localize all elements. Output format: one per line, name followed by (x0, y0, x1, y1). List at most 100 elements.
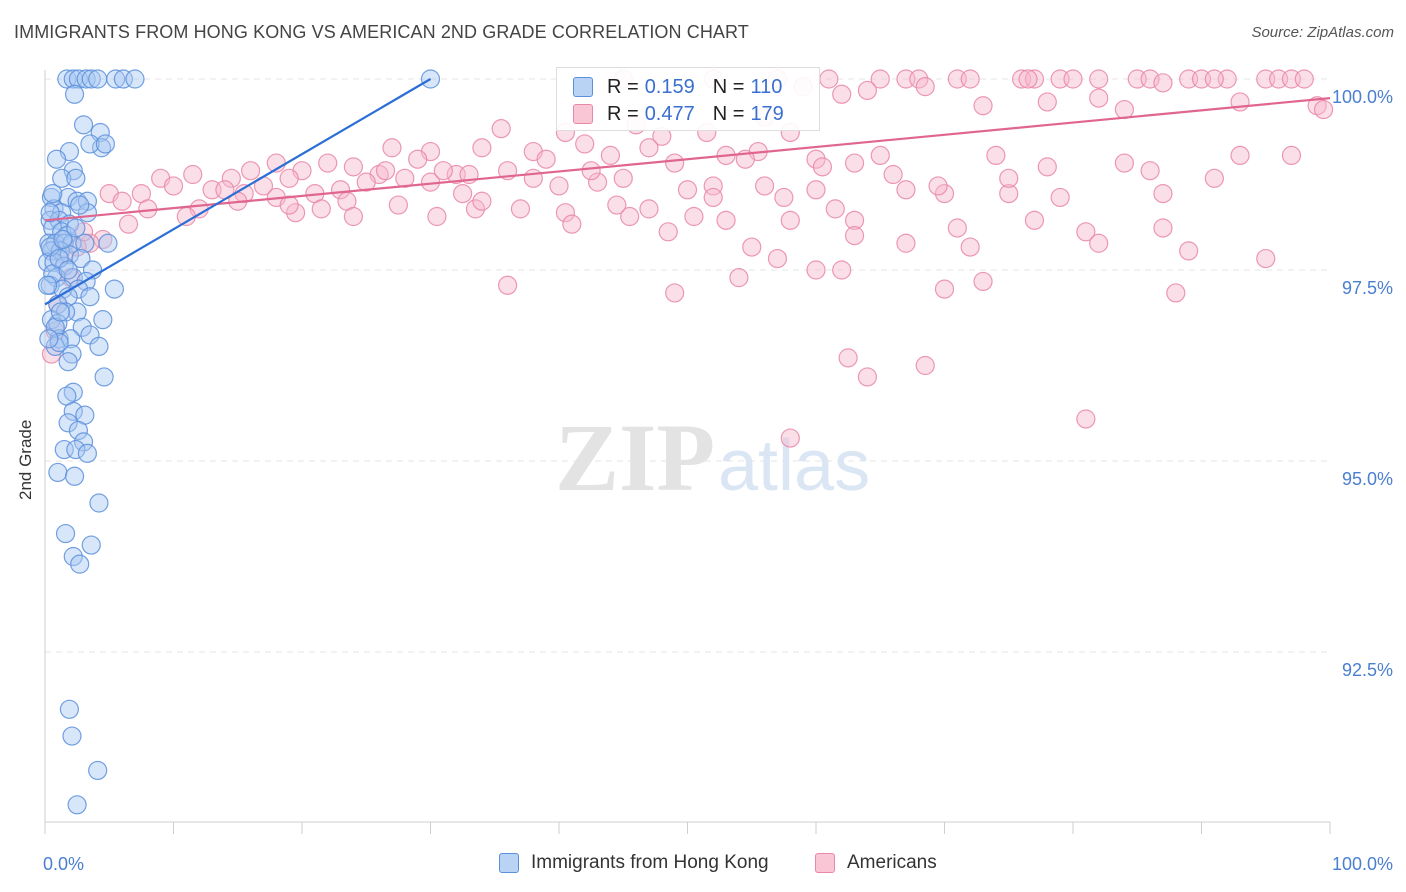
data-point (607, 195, 627, 215)
r-label: R = (607, 102, 639, 125)
data-point (896, 233, 916, 253)
data-point (66, 218, 86, 238)
data-point (43, 184, 63, 204)
data-point (934, 279, 955, 299)
data-point (1256, 248, 1276, 269)
data-point (343, 157, 363, 177)
data-point (1037, 92, 1057, 112)
data-point (70, 554, 90, 574)
data-point (780, 428, 800, 448)
watermark-atlas: atlas (718, 426, 870, 506)
data-point (870, 69, 890, 89)
data-point (703, 176, 723, 196)
data-point (72, 317, 92, 337)
n-label: N = (712, 102, 745, 125)
blue-swatch (573, 77, 593, 97)
data-point (37, 275, 58, 295)
data-point (388, 195, 408, 215)
y-tick-label: 95.0% (1342, 469, 1393, 489)
data-point (986, 145, 1006, 165)
data-point (95, 134, 115, 154)
data-point (870, 145, 890, 165)
data-point (498, 275, 518, 295)
data-point (81, 535, 101, 555)
data-point (928, 176, 948, 196)
stats-legend: R = 0.159 N = 110 R = 0.477 N = 179 (556, 67, 820, 131)
data-point (1179, 241, 1199, 261)
source-credit: Source: ZipAtlas.com (1251, 24, 1394, 41)
data-point (183, 164, 203, 185)
data-point (1037, 157, 1057, 177)
data-point (1153, 218, 1173, 238)
data-point (61, 329, 81, 349)
data-point (1024, 69, 1045, 89)
data-point (80, 287, 100, 307)
data-point (427, 206, 447, 227)
n-value: 110 (750, 75, 783, 98)
data-point (806, 180, 826, 200)
data-point (89, 493, 109, 513)
r-value: 0.159 (644, 75, 695, 98)
legend-row-americans: R = 0.477 N = 179 (573, 101, 784, 127)
pink-swatch (815, 853, 835, 873)
blue-swatch (499, 853, 519, 873)
data-point (472, 191, 492, 211)
data-point (1140, 161, 1160, 181)
data-point (973, 271, 993, 292)
data-point (68, 420, 89, 441)
data-point (613, 168, 633, 188)
data-point (375, 161, 396, 181)
data-point (1114, 153, 1135, 173)
data-point (81, 69, 101, 89)
data-point (1050, 187, 1070, 208)
data-point (104, 279, 124, 299)
data-point (915, 77, 935, 97)
data-point (665, 283, 685, 303)
data-point (999, 168, 1019, 188)
data-point (285, 203, 306, 223)
data-point (960, 237, 980, 257)
y-axis-label: 2nd Grade (16, 419, 35, 500)
data-point (356, 172, 376, 192)
y-tick-label: 92.5% (1342, 660, 1393, 680)
data-point (93, 310, 113, 330)
data-point (89, 336, 109, 356)
data-point (844, 226, 865, 246)
r-label: R = (607, 75, 639, 98)
data-point (163, 176, 184, 196)
legend-row-hong-kong: R = 0.159 N = 110 (573, 74, 782, 100)
r-value: 0.477 (644, 102, 695, 125)
data-point (947, 218, 967, 238)
data-point (1153, 73, 1173, 93)
data-point (999, 184, 1019, 204)
data-point (91, 138, 112, 158)
data-point (63, 401, 83, 421)
data-point (1281, 145, 1302, 165)
legend-label: Immigrants from Hong Kong (531, 852, 769, 873)
data-point (343, 206, 363, 227)
data-point (1204, 69, 1224, 89)
data-point (575, 134, 595, 154)
data-point (93, 229, 113, 250)
data-point (408, 149, 428, 169)
data-point (600, 145, 621, 165)
data-point (80, 134, 100, 154)
data-point (50, 302, 71, 322)
data-point (1089, 69, 1109, 89)
data-point (46, 149, 67, 169)
n-value: 179 (750, 102, 784, 125)
data-point (48, 462, 68, 483)
data-point (75, 233, 95, 253)
data-point (934, 184, 955, 204)
data-point (1114, 99, 1135, 120)
data-point (677, 180, 698, 200)
data-point (73, 432, 94, 452)
data-point (73, 115, 94, 135)
data-point (819, 69, 839, 89)
data-point (106, 69, 126, 89)
americans-trend-line (44, 97, 1331, 222)
data-point (844, 210, 865, 230)
data-point (70, 195, 90, 215)
data-point (754, 176, 775, 196)
data-point (1018, 69, 1038, 89)
